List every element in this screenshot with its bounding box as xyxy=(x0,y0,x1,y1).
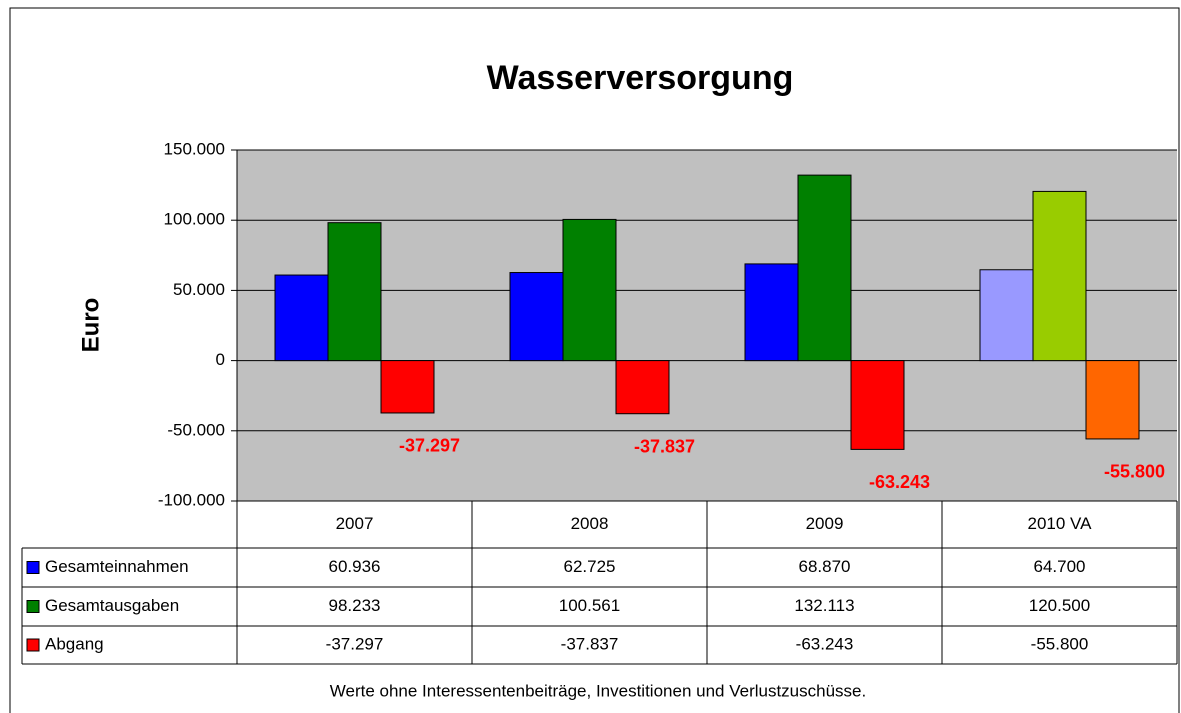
table-cell: 64.700 xyxy=(1034,557,1086,576)
table-cell: -37.297 xyxy=(326,634,384,653)
legend-swatch xyxy=(26,600,40,613)
table-cell: 98.233 xyxy=(329,596,381,615)
bar xyxy=(1032,190,1087,362)
bar xyxy=(1085,360,1140,440)
bar xyxy=(562,218,617,362)
data-label: -55.800 xyxy=(1104,462,1165,482)
table-cell: -63.243 xyxy=(796,634,854,653)
bar xyxy=(615,360,670,415)
table-cell: 68.870 xyxy=(799,557,851,576)
y-tick-label: 50.000 xyxy=(173,280,225,299)
table-cell: 100.561 xyxy=(559,596,620,615)
x-tick-label: 2010 VA xyxy=(1028,514,1093,533)
bar xyxy=(327,222,382,362)
legend-label: Gesamteinnahmen xyxy=(45,557,189,576)
bar xyxy=(797,174,852,362)
y-tick-label: 0 xyxy=(216,350,225,369)
data-label: -37.297 xyxy=(399,436,460,456)
table-cell: 60.936 xyxy=(329,557,381,576)
y-tick-label: -100.000 xyxy=(158,490,225,509)
bar xyxy=(850,360,905,450)
table-cell: -37.837 xyxy=(561,634,619,653)
chart-title: Wasserversorgung xyxy=(487,59,794,97)
x-tick-label: 2009 xyxy=(806,514,844,533)
legend-label: Abgang xyxy=(45,634,104,653)
bar xyxy=(744,263,799,362)
legend-label: Gesamtausgaben xyxy=(45,596,179,615)
x-tick-label: 2008 xyxy=(571,514,609,533)
footnote: Werte ohne Interessentenbeiträge, Invest… xyxy=(330,681,866,700)
y-tick-label: -50.000 xyxy=(167,420,225,439)
data-label: -37.837 xyxy=(634,436,695,456)
data-label: -63.243 xyxy=(869,472,930,492)
table-cell: 62.725 xyxy=(564,557,616,576)
table-cell: 132.113 xyxy=(794,596,854,615)
y-tick-label: 150.000 xyxy=(164,139,225,158)
bar xyxy=(509,272,564,362)
legend-swatch xyxy=(26,561,40,574)
legend-swatch xyxy=(26,638,40,652)
y-axis-label: Euro xyxy=(77,298,104,353)
table-cell: -55.800 xyxy=(1031,634,1089,653)
bar xyxy=(274,274,329,362)
bar xyxy=(380,360,435,414)
bar xyxy=(979,269,1034,362)
y-tick-label: 100.000 xyxy=(164,210,225,229)
table-cell: 120.500 xyxy=(1029,596,1090,615)
x-tick-label: 2007 xyxy=(336,514,374,533)
